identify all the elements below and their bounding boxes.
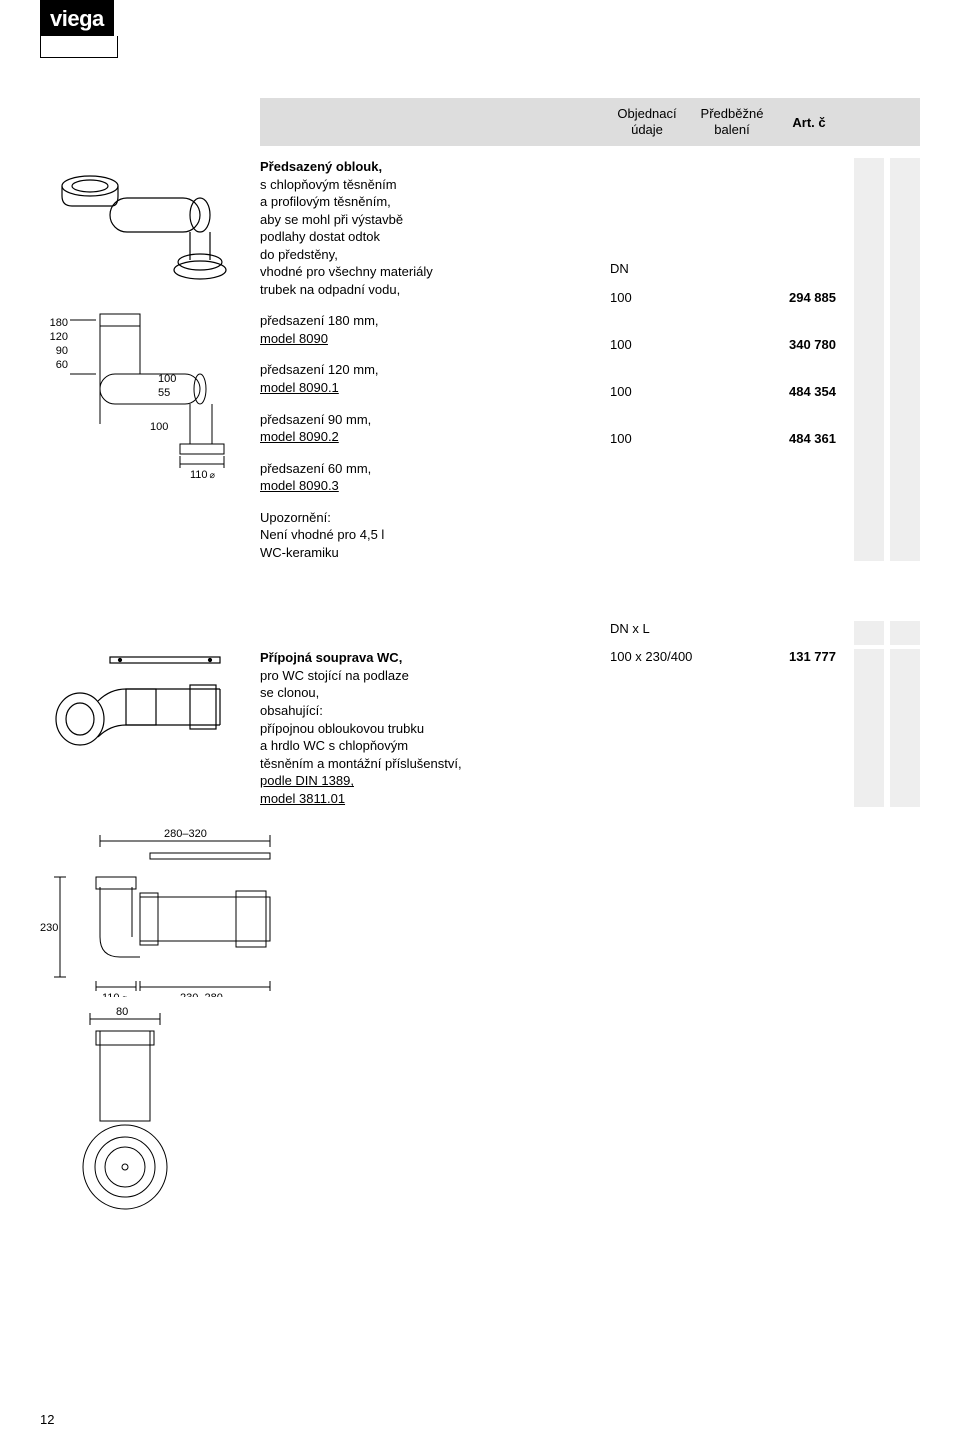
section2-unit-row: DN x L bbox=[40, 621, 920, 645]
dimension-drawing-wc-front: 80 bbox=[40, 1007, 920, 1227]
section2-title: Přípojná souprava WC, bbox=[260, 650, 402, 665]
svg-text:90: 90 bbox=[56, 345, 68, 357]
svg-text:180: 180 bbox=[50, 317, 68, 329]
svg-text:110⌀: 110⌀ bbox=[190, 469, 216, 481]
section1-title: Předsazený oblouk, bbox=[260, 159, 382, 174]
svg-text:110⌀: 110⌀ bbox=[102, 992, 128, 997]
section1-desc: s chlopňovým těsněním a profilovým těsně… bbox=[260, 177, 433, 297]
product-illustration-elbow bbox=[40, 158, 240, 298]
section2-model: model 3811.01 bbox=[260, 791, 345, 806]
svg-text:55: 55 bbox=[158, 387, 170, 399]
col-objednaci: DN 100 100 100 100 bbox=[604, 158, 694, 561]
data-row: předsazení 90 mm, model 8090.2 bbox=[260, 411, 594, 446]
svg-text:100: 100 bbox=[150, 421, 168, 433]
page-number: 12 bbox=[40, 1412, 54, 1427]
header-art: Art. č bbox=[774, 98, 844, 146]
svg-text:280–320: 280–320 bbox=[164, 828, 207, 840]
header-extra2 bbox=[890, 98, 920, 146]
brand-logo: viega bbox=[40, 0, 114, 36]
extra-col-1 bbox=[854, 158, 884, 561]
dimension-drawing-elbow: 180 120 90 60 100 55 100 110⌀ bbox=[40, 304, 250, 484]
svg-text:120: 120 bbox=[50, 331, 68, 343]
svg-text:230: 230 bbox=[40, 922, 58, 934]
data-row: předsazení 60 mm, model 8090.3 bbox=[260, 460, 594, 495]
svg-text:100: 100 bbox=[158, 373, 176, 385]
section2-desc: pro WC stojící na podlaze se clonou, obs… bbox=[260, 668, 462, 771]
svg-text:230–280: 230–280 bbox=[180, 992, 223, 997]
logo-frame bbox=[40, 36, 118, 58]
section-elbow: 180 120 90 60 100 55 100 110⌀ Předsazený… bbox=[40, 158, 920, 561]
extra-col-2 bbox=[890, 158, 920, 561]
table-header: Objednací údaje Předběžné balení Art. č bbox=[40, 98, 920, 146]
svg-text:80: 80 bbox=[116, 1007, 128, 1018]
col-baleni bbox=[694, 649, 774, 807]
section1-note: Upozornění: Není vhodné pro 4,5 l WC-ker… bbox=[260, 509, 594, 562]
data-row: předsazení 120 mm, model 8090.1 bbox=[260, 361, 594, 396]
section2-norm: podle DIN 1389, bbox=[260, 773, 354, 788]
extra-col-2 bbox=[890, 649, 920, 807]
section-wc-kit: Přípojná souprava WC, pro WC stojící na … bbox=[40, 649, 920, 807]
header-baleni: Předběžné balení bbox=[694, 106, 774, 137]
dimension-drawing-wc-side: 280–320 230 110⌀ 230–280 bbox=[40, 827, 920, 997]
svg-text:60: 60 bbox=[56, 359, 68, 371]
data-row: předsazení 180 mm, model 8090 bbox=[260, 312, 594, 347]
extra-col-1 bbox=[854, 649, 884, 807]
col-art: 294 885 340 780 484 354 484 361 bbox=[774, 158, 844, 561]
header-objednaci: Objednací údaje bbox=[604, 106, 694, 137]
col-objednaci: 100 x 230/400 bbox=[604, 649, 694, 807]
col-baleni bbox=[694, 158, 774, 561]
header-extra1 bbox=[854, 98, 884, 146]
product-illustration-wc-kit bbox=[40, 649, 240, 759]
col-art: 131 777 bbox=[774, 649, 844, 807]
